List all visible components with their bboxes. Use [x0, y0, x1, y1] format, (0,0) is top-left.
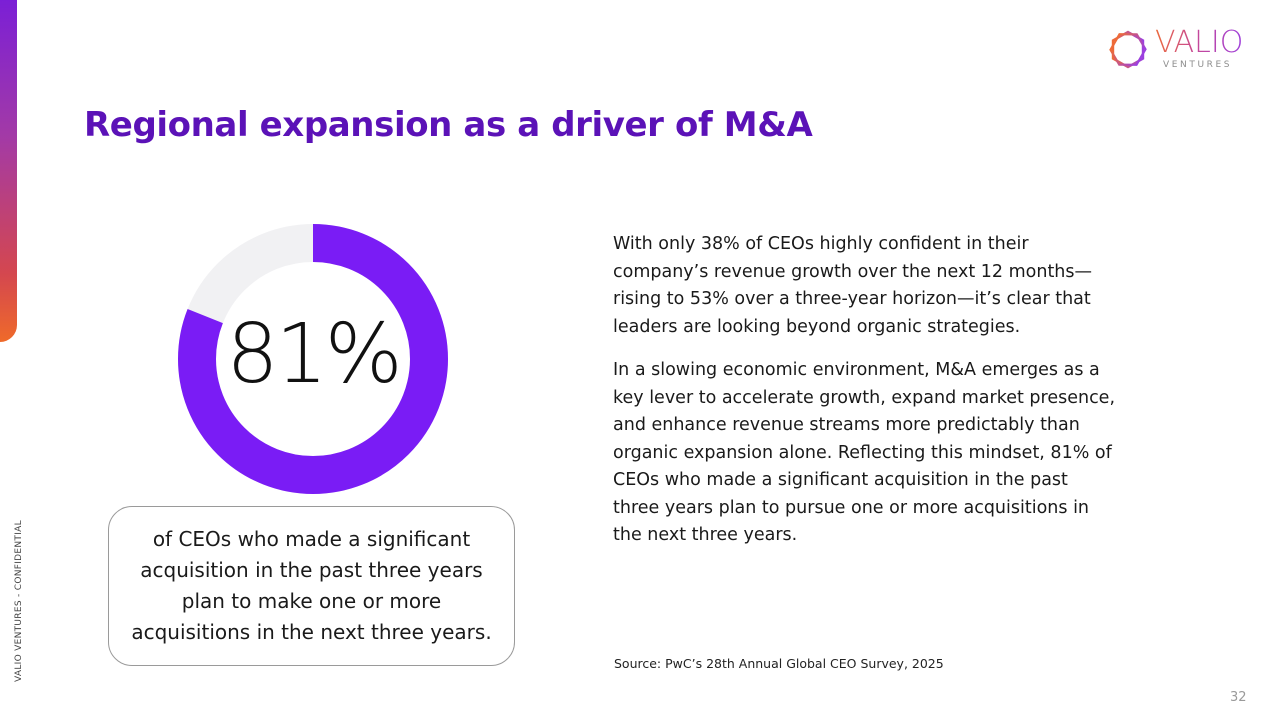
- slide-title: Regional expansion as a driver of M&A: [84, 105, 813, 145]
- confidential-label: VALIO VENTURES - CONFIDENTIAL: [14, 520, 24, 682]
- donut-arc: [178, 224, 448, 494]
- logo-wordmark: VALIO: [1155, 25, 1244, 60]
- body-paragraph-1: With only 38% of CEOs highly confident i…: [613, 234, 1093, 337]
- page-number: 32: [1230, 690, 1247, 705]
- body-text: With only 38% of CEOs highly confident i…: [613, 231, 1118, 566]
- percentage-donut: [178, 224, 448, 494]
- hexagon-logo-icon: [1109, 30, 1147, 69]
- body-paragraph-2: In a slowing economic environment, M&A e…: [613, 360, 1116, 545]
- stat-value: 81%: [226, 307, 402, 402]
- stat-caption: of CEOs who made a significant acquisiti…: [131, 527, 492, 644]
- stat-caption-box: of CEOs who made a significant acquisiti…: [108, 506, 515, 666]
- accent-bar: [0, 0, 17, 342]
- source-citation: Source: PwC’s 28th Annual Global CEO Sur…: [614, 656, 944, 671]
- valio-logo: VALIO VENTURES: [1107, 25, 1247, 73]
- logo-subtitle: VENTURES: [1163, 60, 1233, 70]
